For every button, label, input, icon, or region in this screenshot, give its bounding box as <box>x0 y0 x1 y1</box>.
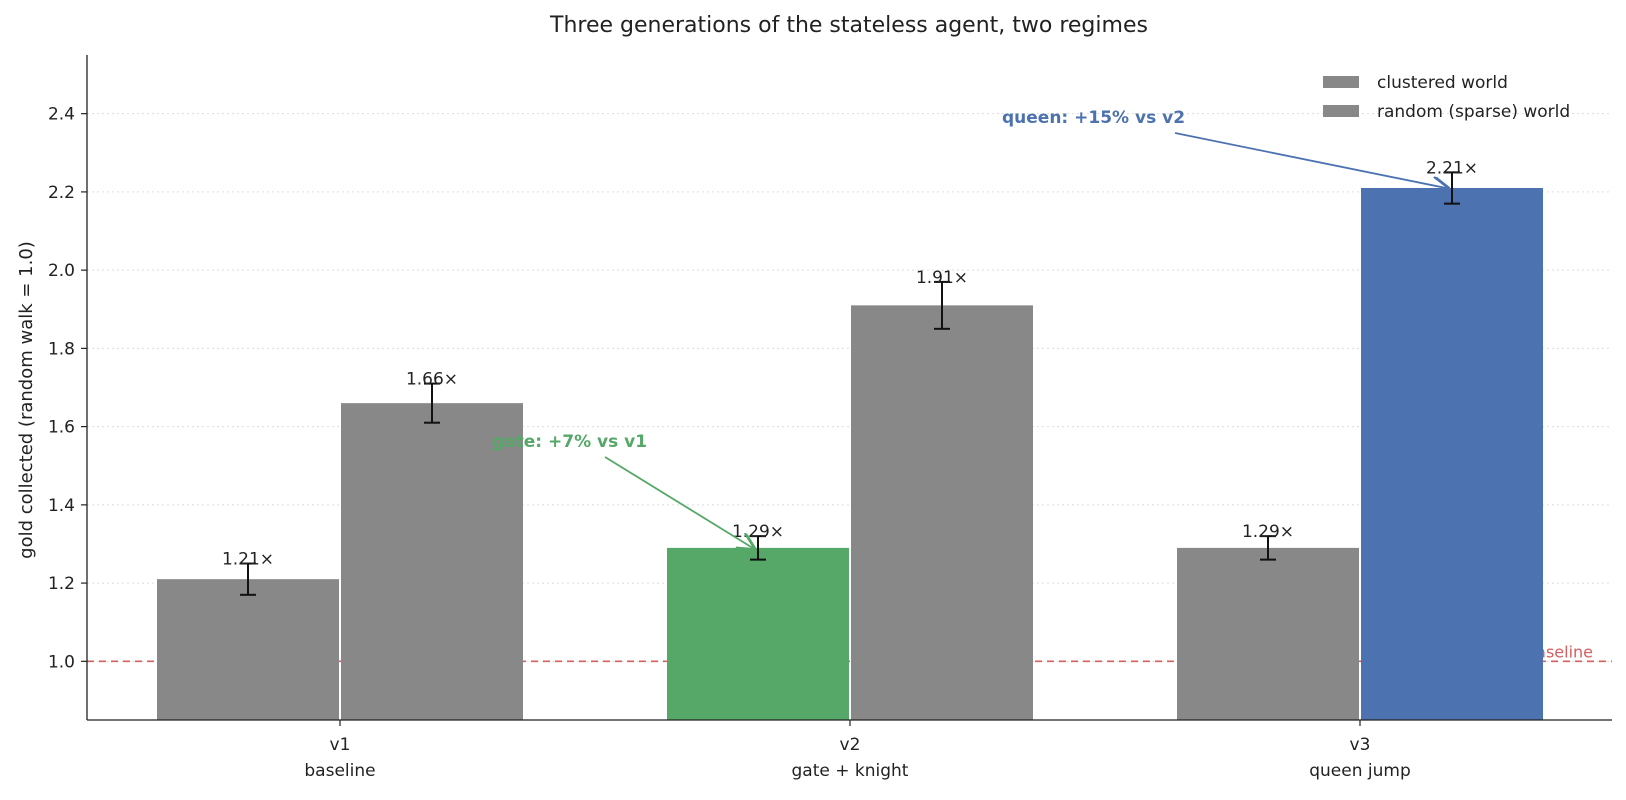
bar <box>1177 547 1359 720</box>
annotation-arrow <box>604 456 754 549</box>
x-tick-label: v1 <box>330 735 351 755</box>
annotation-text: gate: +7% vs v1 <box>492 432 647 452</box>
y-tick-label: 2.4 <box>48 105 75 125</box>
x-tick-sublabel: queen jump <box>1309 761 1411 781</box>
legend-swatch <box>1323 105 1359 117</box>
bar <box>667 547 849 720</box>
y-tick-label: 1.4 <box>48 496 75 516</box>
legend-label: random (sparse) world <box>1377 102 1570 122</box>
y-tick-label: 1.8 <box>48 339 75 359</box>
bar-value-label: 1.66× <box>406 370 458 390</box>
bar <box>157 579 339 720</box>
x-tick-label: v3 <box>1350 735 1371 755</box>
y-ticks: 1.0 1.2 1.4 1.6 1.8 2.0 2.2 2.4 <box>48 105 87 672</box>
bar-value-label: 1.91× <box>916 268 968 288</box>
annotations: gate: +7% vs v1 queen: +15% vs v2 <box>492 108 1448 549</box>
bars <box>157 188 1543 720</box>
annotation-text: queen: +15% vs v2 <box>1002 108 1185 128</box>
legend-swatch <box>1323 76 1359 88</box>
x-tick-sublabel: baseline <box>304 761 375 781</box>
x-tick-label: v2 <box>840 735 861 755</box>
legend: clustered world random (sparse) world <box>1323 73 1570 122</box>
bar-value-label: 2.21× <box>1426 158 1478 178</box>
bar <box>851 305 1033 720</box>
y-tick-label: 2.2 <box>48 183 75 203</box>
bar-value-label: 1.29× <box>1242 522 1294 542</box>
y-axis-label: gold collected (random walk = 1.0) <box>16 241 37 559</box>
annotation-arrow <box>1174 132 1448 188</box>
y-tick-label: 1.2 <box>48 574 75 594</box>
x-tick-sublabel: gate + knight <box>792 761 909 781</box>
bar <box>341 403 523 720</box>
y-tick-label: 2.0 <box>48 261 75 281</box>
bar <box>1361 188 1543 720</box>
legend-label: clustered world <box>1377 73 1508 93</box>
bar-value-label: 1.21× <box>222 550 274 570</box>
y-tick-label: 1.6 <box>48 418 75 438</box>
chart-title: Three generations of the stateless agent… <box>549 13 1148 38</box>
y-tick-label: 1.0 <box>48 652 75 672</box>
x-ticks: v1 baseline v2 gate + knight v3 queen jump <box>304 720 1411 781</box>
